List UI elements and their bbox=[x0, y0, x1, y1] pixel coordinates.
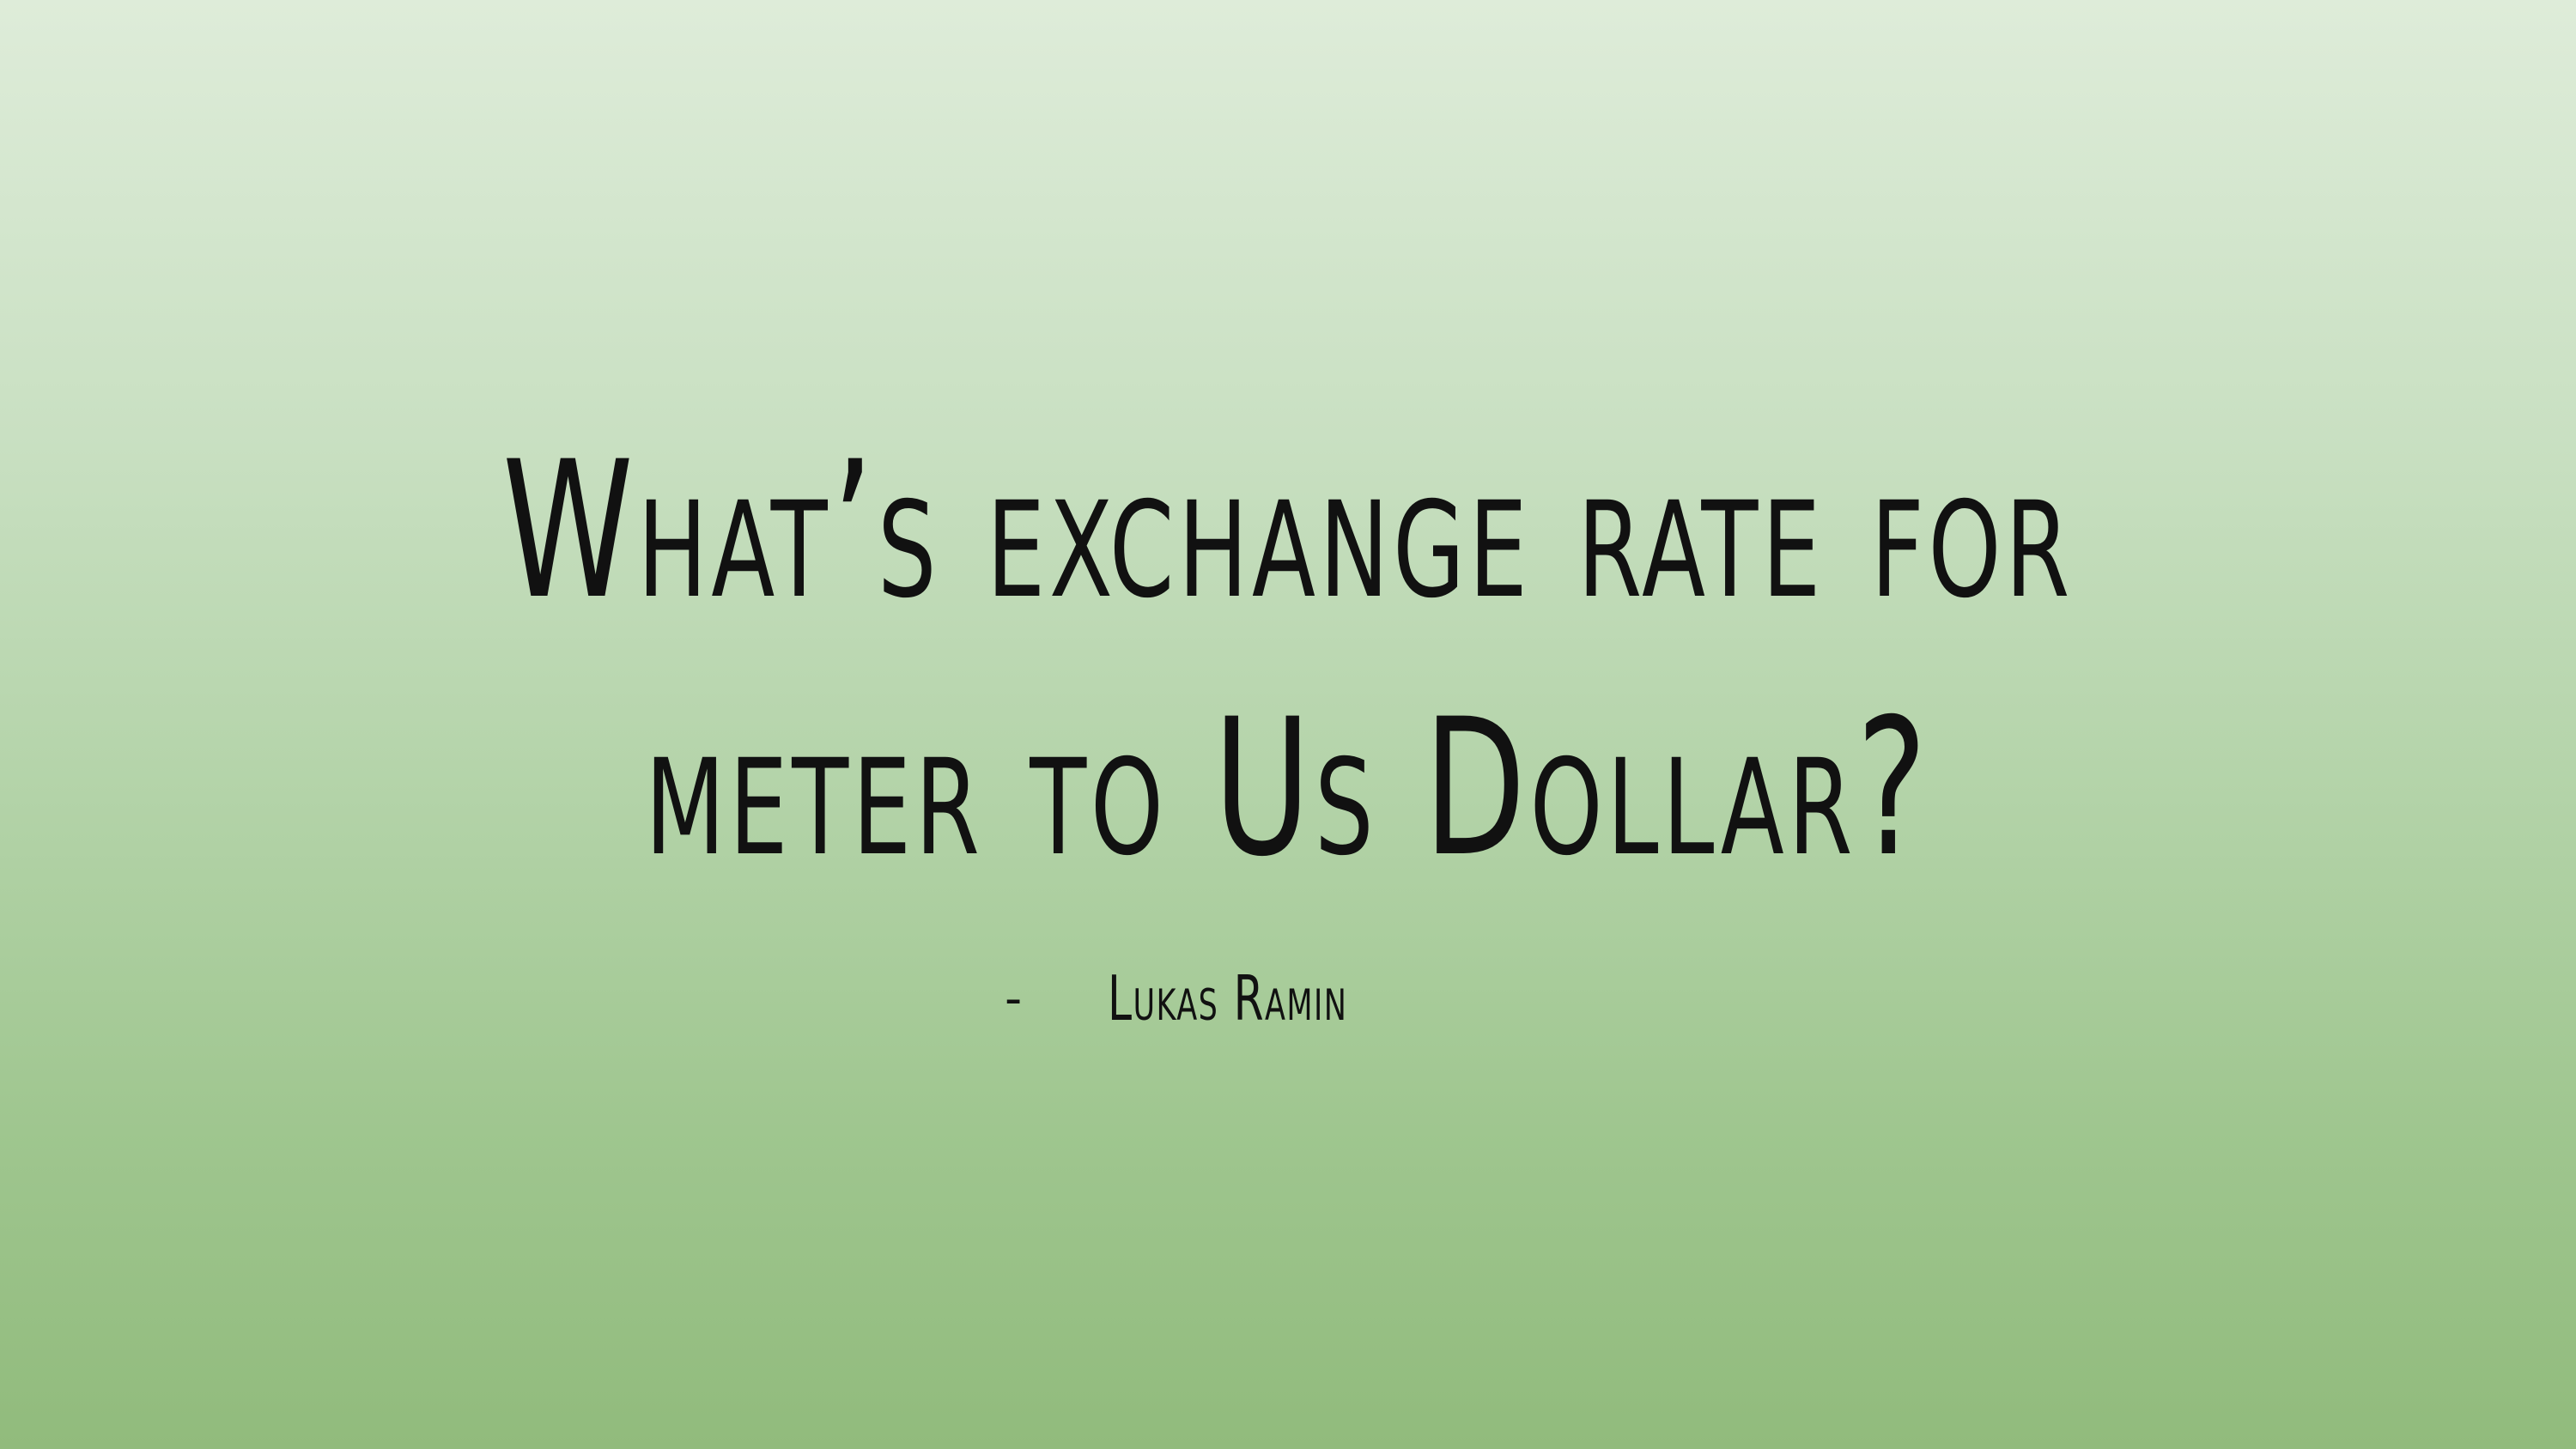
slide-title: What’s exchange rate for meter to Us Dol… bbox=[502, 421, 2074, 898]
attribution-dash: - bbox=[1005, 970, 1023, 1027]
attribution: - Lukas Ramin bbox=[1005, 960, 1450, 1037]
author-name: Lukas Ramin bbox=[1108, 962, 1348, 1034]
